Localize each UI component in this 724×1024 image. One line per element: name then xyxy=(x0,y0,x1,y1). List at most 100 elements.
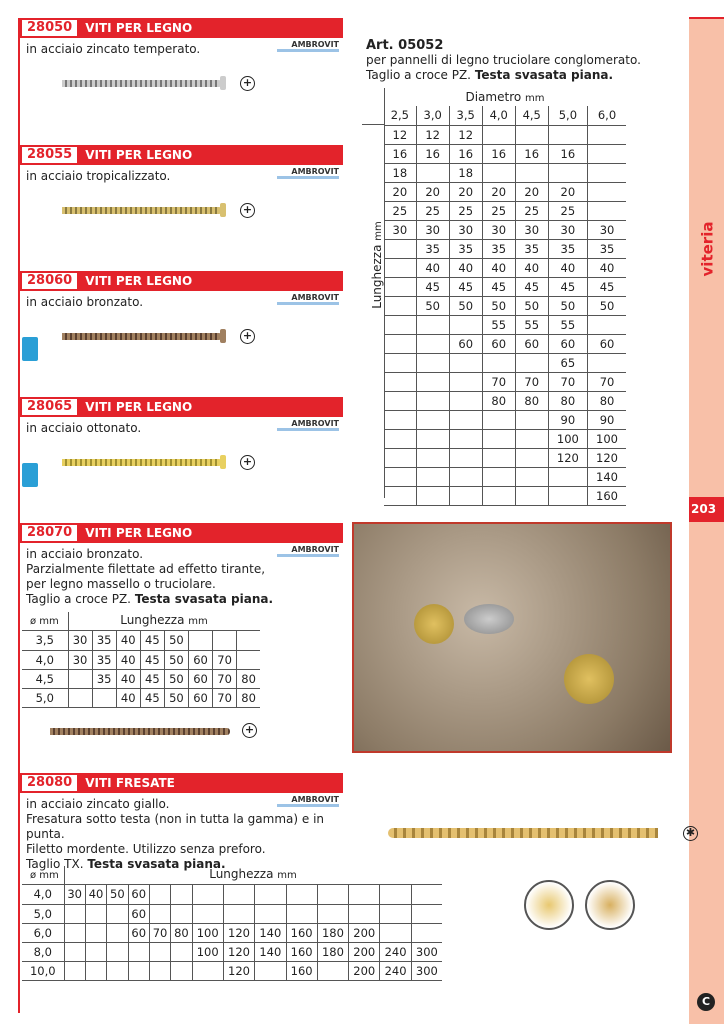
table-row: 30 30 30 30 30 30 30 xyxy=(384,220,626,240)
table-cell xyxy=(514,410,549,430)
table-cell: 18 xyxy=(384,163,417,183)
table-cell xyxy=(481,125,516,145)
pozidriv-icon: + xyxy=(240,76,255,91)
screw-head xyxy=(220,329,226,343)
page-number: 203 xyxy=(689,497,724,522)
table-cell: 5,0 xyxy=(22,688,68,708)
table-row: 25 25 25 25 25 25 xyxy=(384,201,626,221)
table-cell: 20 xyxy=(481,182,516,202)
table-cell: 40 xyxy=(547,258,588,278)
col-header: 4,0 xyxy=(481,106,516,126)
table-cell xyxy=(481,410,516,430)
table-cell: 25 xyxy=(415,201,450,221)
table-cell: 16 xyxy=(514,144,549,164)
table-row: 120 120 xyxy=(384,448,626,468)
table-cell: 30 xyxy=(481,220,516,240)
table-row: 8,0 100 120 140 160 180 200 240 300 xyxy=(22,942,442,962)
table-row: 45 45 45 45 45 45 xyxy=(384,277,626,297)
product-title: VITI PER LEGNO xyxy=(85,148,193,162)
table-cell: 60 xyxy=(187,688,213,708)
table-cell: 30 xyxy=(415,220,450,240)
table-cell: 50 xyxy=(587,296,626,316)
table-cell xyxy=(410,885,442,905)
product-desc: in acciaio tropicalizzato. xyxy=(26,169,343,184)
diam-label: Diametro xyxy=(465,90,522,104)
table-cell: 20 xyxy=(547,182,588,202)
table-cell: 120 xyxy=(547,448,588,468)
table-cell xyxy=(481,448,516,468)
screw-image xyxy=(62,207,222,214)
package-icon xyxy=(22,337,38,361)
table-cell: 50 xyxy=(448,296,483,316)
table-cell: 40 xyxy=(514,258,549,278)
table-cell: 18 xyxy=(448,163,483,183)
table-cell: 45 xyxy=(587,277,626,297)
table-cell: 50 xyxy=(514,296,549,316)
table-row: 5,0 60 xyxy=(22,904,442,924)
table-cell xyxy=(148,885,171,905)
table-cell: 40 xyxy=(115,650,141,670)
table-cell: 35 xyxy=(415,239,450,259)
table-row: 100 100 xyxy=(384,429,626,449)
table-cell xyxy=(587,125,626,145)
table-cell: 80 xyxy=(170,923,193,943)
table-cell: 70 xyxy=(148,923,171,943)
table-cell: 140 xyxy=(587,467,626,487)
table-cell: 80 xyxy=(481,391,516,411)
table-cell: 120 xyxy=(222,923,255,943)
table-cell: 100 xyxy=(191,923,224,943)
table-cell: 40 xyxy=(415,258,450,278)
table-cell xyxy=(448,372,483,392)
table-cell xyxy=(448,467,483,487)
table-cell xyxy=(316,904,349,924)
ambrovit-logo: AMBROVIT xyxy=(277,293,339,305)
table-cell xyxy=(587,182,626,202)
table-cell: 55 xyxy=(547,315,588,335)
table-cell xyxy=(448,315,483,335)
table-cell xyxy=(148,904,171,924)
table-cell xyxy=(514,163,549,183)
table-cell: 60 xyxy=(514,334,549,354)
table-cell: 45 xyxy=(139,631,165,651)
table-cell xyxy=(481,467,516,487)
table-cell: 35 xyxy=(91,650,117,670)
table-cell xyxy=(481,486,516,506)
table-cell xyxy=(191,904,224,924)
table-cell: 240 xyxy=(379,961,412,981)
table-cell: 50 xyxy=(415,296,450,316)
table-cell: 40 xyxy=(481,258,516,278)
desc-text: in acciaio zincato giallo. Fresatura sot… xyxy=(26,797,325,871)
table-cell xyxy=(415,315,450,335)
section-header: 28055 VITI PER LEGNO xyxy=(20,145,343,165)
section-header: 28080 VITI FRESATE xyxy=(20,773,343,793)
art-title: Art. 05052 xyxy=(366,38,444,53)
col-header: 2,5 xyxy=(384,106,417,126)
table-cell: 200 xyxy=(348,942,380,962)
product-code: 28070 xyxy=(22,525,78,541)
table-cell: 35 xyxy=(481,239,516,259)
table-cell: 200 xyxy=(348,923,380,943)
table-cell xyxy=(316,885,349,905)
table-cell xyxy=(384,353,417,373)
product-title: VITI PER LEGNO xyxy=(85,274,193,288)
desc-text: in acciaio tropicalizzato. xyxy=(26,169,171,183)
table-cell xyxy=(415,372,450,392)
table-cell xyxy=(384,315,417,335)
table-cell: 50 xyxy=(163,669,189,689)
size-table-t70: ø mm Lunghezza mm 3,5 30 35 40 45 50 4,0 30 35 40 45… xyxy=(22,612,260,708)
table-cell xyxy=(415,353,450,373)
table-cell: 80 xyxy=(587,391,626,411)
table-cell: 16 xyxy=(415,144,450,164)
product-section-28055: 28055 VITI PER LEGNO in acciaio tropicali… xyxy=(18,145,343,271)
table-cell xyxy=(384,410,417,430)
len-label: Lunghezza xyxy=(209,867,274,881)
table-cell xyxy=(514,125,549,145)
table-row: 65 xyxy=(384,353,626,373)
category-label: viteria xyxy=(698,221,717,277)
table-cell xyxy=(481,163,516,183)
table-cell xyxy=(547,486,588,506)
desc-text: in acciaio bronzato. xyxy=(26,295,144,309)
table-cell: 40 xyxy=(84,885,107,905)
table-cell xyxy=(84,923,107,943)
table-cell xyxy=(415,391,450,411)
